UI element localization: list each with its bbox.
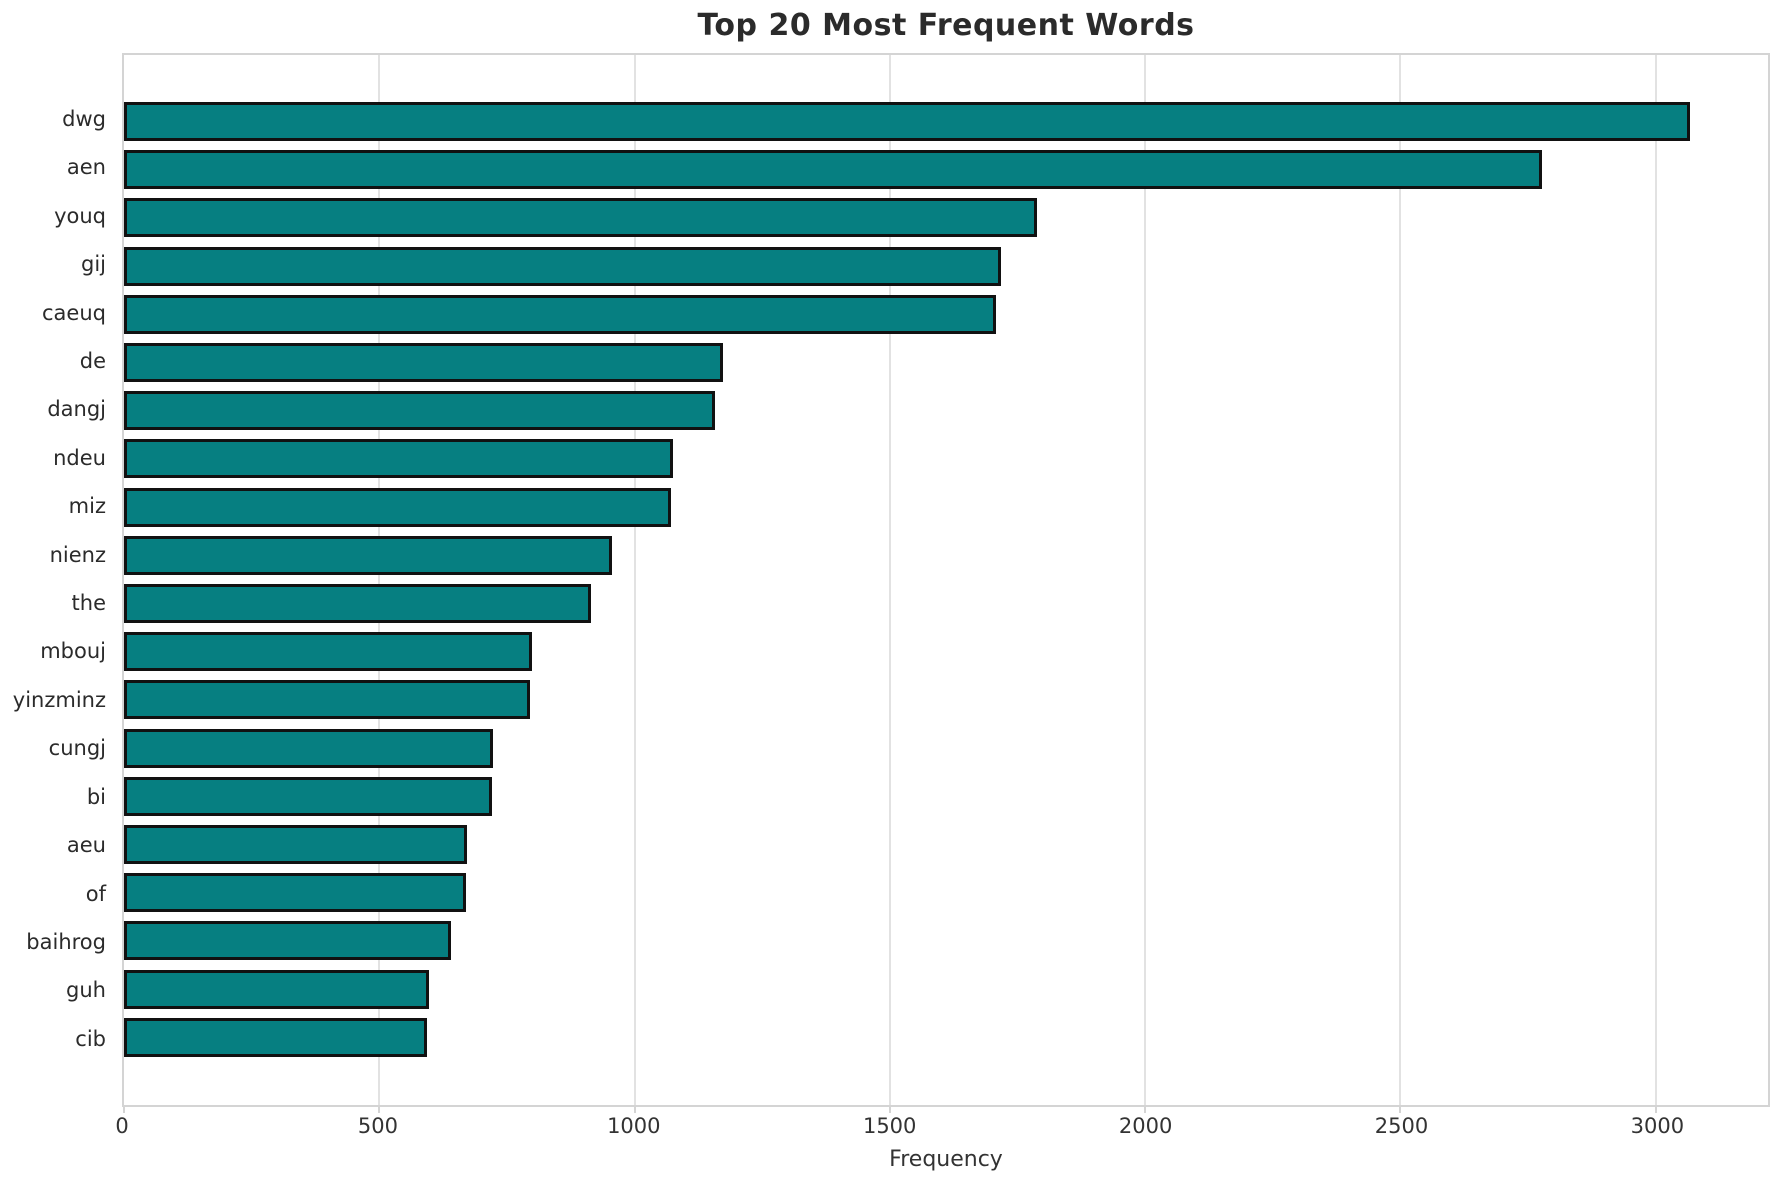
bar-aeu xyxy=(124,825,468,865)
bar-row xyxy=(124,921,1768,961)
x-tick-label: 3000 xyxy=(1630,1114,1685,1138)
y-tick-label: the xyxy=(71,591,106,616)
y-tick-label: nienz xyxy=(49,542,106,567)
bar-of xyxy=(124,873,467,913)
y-tick-label: baihrog xyxy=(26,929,106,954)
bar-row xyxy=(124,439,1768,479)
bar-ndeu xyxy=(124,439,673,479)
x-tick-label: 0 xyxy=(115,1114,129,1138)
chart-title: Top 20 Most Frequent Words xyxy=(697,8,1195,43)
bar-dwg xyxy=(124,102,1690,141)
bar-mbouj xyxy=(124,632,533,672)
gridlines xyxy=(124,55,1768,1105)
y-tick-label: mbouj xyxy=(40,639,106,664)
bar-cungj xyxy=(124,728,493,768)
bar-row xyxy=(124,246,1768,286)
y-tick-label: of xyxy=(85,881,106,906)
x-axis-label: Frequency xyxy=(889,1147,1003,1172)
y-tick-label: bi xyxy=(86,784,106,809)
x-tick-label: 500 xyxy=(357,1114,398,1138)
bar-row xyxy=(124,102,1768,141)
gridline xyxy=(1144,55,1147,1105)
y-tick-label: caeuq xyxy=(42,300,106,325)
x-tick-label: 1500 xyxy=(862,1114,917,1138)
gridline xyxy=(378,55,381,1105)
bar-row xyxy=(124,535,1768,575)
gridline xyxy=(1654,55,1657,1105)
bar-baihrog xyxy=(124,921,451,961)
bar-row xyxy=(124,294,1768,334)
y-tick-label: gij xyxy=(81,252,106,277)
bar-dangj xyxy=(124,391,715,431)
x-axis-ticks: 0 500 1000 1500 2000 2500 3000 xyxy=(115,1114,1770,1144)
x-tick-label: 1000 xyxy=(607,1114,661,1138)
bar-the xyxy=(124,584,592,624)
bar-row xyxy=(124,584,1768,624)
y-tick-label: yinzminz xyxy=(12,687,106,712)
gridline xyxy=(633,55,636,1105)
x-tick-mark xyxy=(1399,1105,1402,1113)
bar-caeuq xyxy=(124,294,996,334)
y-tick-label: miz xyxy=(68,494,106,519)
bar-row xyxy=(124,680,1768,720)
bar-nienz xyxy=(124,535,613,575)
y-tick-label: guh xyxy=(66,978,106,1003)
y-tick-label: ndeu xyxy=(53,445,106,470)
x-tick-mark xyxy=(888,1105,891,1113)
bar-yinzminz xyxy=(124,680,530,720)
y-tick-label: cib xyxy=(75,1026,106,1051)
y-tick-label: youq xyxy=(54,203,106,228)
x-tick-mark xyxy=(123,1105,125,1113)
x-tick-mark xyxy=(633,1105,636,1113)
bar-guh xyxy=(124,969,429,1009)
x-tick-mark xyxy=(1144,1105,1147,1113)
bar-row xyxy=(124,969,1768,1009)
x-tick-mark xyxy=(1654,1105,1657,1113)
y-tick-label: aeu xyxy=(66,833,106,858)
bar-row xyxy=(124,873,1768,913)
bar-row xyxy=(124,343,1768,383)
bar-row xyxy=(124,728,1768,768)
y-tick-label: dwg xyxy=(62,107,106,131)
bar-row xyxy=(124,198,1768,238)
y-tick-label: de xyxy=(79,349,106,374)
bar-row xyxy=(124,632,1768,672)
bars xyxy=(124,55,1768,1105)
bar-row xyxy=(124,776,1768,816)
bar-row xyxy=(124,825,1768,865)
x-tick-label: 2000 xyxy=(1118,1114,1173,1138)
x-tick-mark xyxy=(378,1105,381,1113)
gridline xyxy=(1399,55,1402,1105)
bar-row xyxy=(124,1017,1768,1057)
bar-miz xyxy=(124,487,672,527)
x-tick-label: 2500 xyxy=(1374,1114,1429,1138)
bar-row xyxy=(124,150,1768,190)
y-tick-label: cungj xyxy=(48,736,106,761)
bar-bi xyxy=(124,776,492,816)
y-tick-label: dangj xyxy=(47,397,106,422)
bar-cib xyxy=(124,1017,428,1057)
bar-row xyxy=(124,487,1768,527)
bar-gij xyxy=(124,246,1002,286)
bar-row xyxy=(124,391,1768,431)
bar-aen xyxy=(124,150,1543,190)
gridline xyxy=(888,55,891,1105)
plot-area xyxy=(122,53,1770,1113)
bar-youq xyxy=(124,198,1038,238)
y-axis-labels: dwg aen youq gij caeuq de dangj ndeu miz nienz the… xyxy=(0,53,106,1107)
bar-de xyxy=(124,343,724,383)
y-tick-label: aen xyxy=(66,155,106,180)
